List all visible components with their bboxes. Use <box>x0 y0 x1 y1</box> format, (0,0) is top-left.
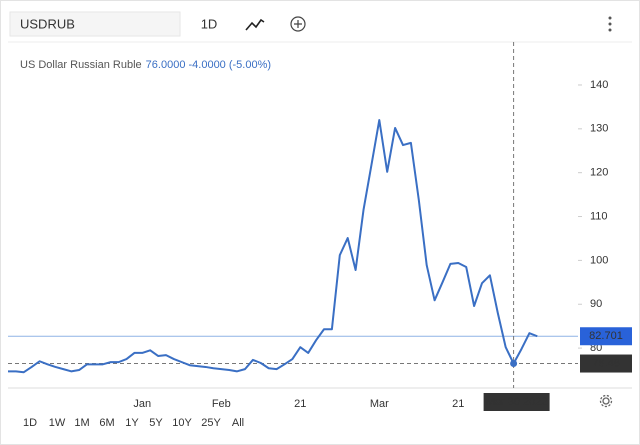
menu-icon[interactable] <box>608 16 612 32</box>
x-tick-label: 21 <box>294 398 306 410</box>
range-button[interactable]: 1D <box>23 417 37 429</box>
price-line <box>8 119 538 374</box>
y-tick-label: 120 <box>590 167 608 179</box>
range-button[interactable]: 5Y <box>149 417 163 429</box>
y-tick-label: 140 <box>590 79 608 91</box>
last-price-badge <box>580 327 632 346</box>
add-indicator-icon[interactable] <box>290 16 306 32</box>
range-button[interactable]: 10Y <box>172 417 192 429</box>
quote: 76.0000 -4.0000 (-5.00%) <box>146 59 271 71</box>
add-indicator-plus <box>294 20 302 28</box>
x-tick-label: Feb <box>212 398 231 410</box>
symbol-input[interactable] <box>9 11 181 37</box>
crosshair-y-badge <box>580 354 632 373</box>
crosshair-x-label: Mar 30 2022 <box>486 396 548 408</box>
crosshair-y-label: 76.48 <box>592 357 620 369</box>
y-tick-label: 90 <box>590 298 602 310</box>
symbol: USDRUB <box>20 16 75 31</box>
y-tick-label: 110 <box>590 210 608 222</box>
range-button[interactable]: 1M <box>74 417 89 429</box>
crosshair-dot <box>510 360 518 368</box>
interval-button[interactable]: 1D <box>201 16 218 31</box>
chart-type-icon[interactable] <box>245 18 265 31</box>
x-tick-label: 21 <box>452 398 464 410</box>
y-tick-label: 130 <box>590 123 608 135</box>
x-tick-label: Jan <box>133 398 151 410</box>
header: US Dollar Russian Ruble 76.0000 -4.0000 (… <box>20 59 271 71</box>
range-button[interactable]: All <box>232 417 244 429</box>
range-button[interactable]: 6M <box>99 417 114 429</box>
range-button[interactable]: 25Y <box>201 417 221 429</box>
last-price-label: 82.701 <box>589 330 623 342</box>
settings-icon[interactable] <box>599 394 613 408</box>
title: US Dollar Russian Ruble <box>20 59 142 71</box>
crosshair-x-badge <box>483 393 550 411</box>
range-button[interactable]: 1W <box>49 417 66 429</box>
range-button[interactable]: 1Y <box>125 417 139 429</box>
y-tick-label: 100 <box>590 254 608 266</box>
x-tick-label: Mar <box>370 398 389 410</box>
